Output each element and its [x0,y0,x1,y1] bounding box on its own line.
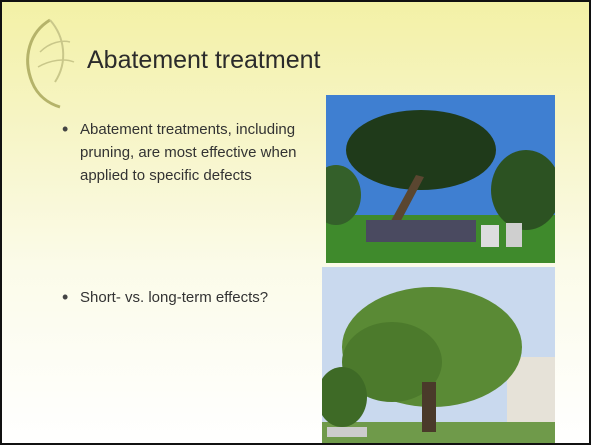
bullet-text: Short- vs. long-term effects? [80,289,269,306]
slide-title: Abatement treatment [87,46,321,74]
photo-pine-tree [326,95,555,263]
bullet-text: Abatement treatments, including pruning,… [80,121,297,184]
photo-elm-tree [322,267,555,443]
leaf-logo [26,18,75,109]
